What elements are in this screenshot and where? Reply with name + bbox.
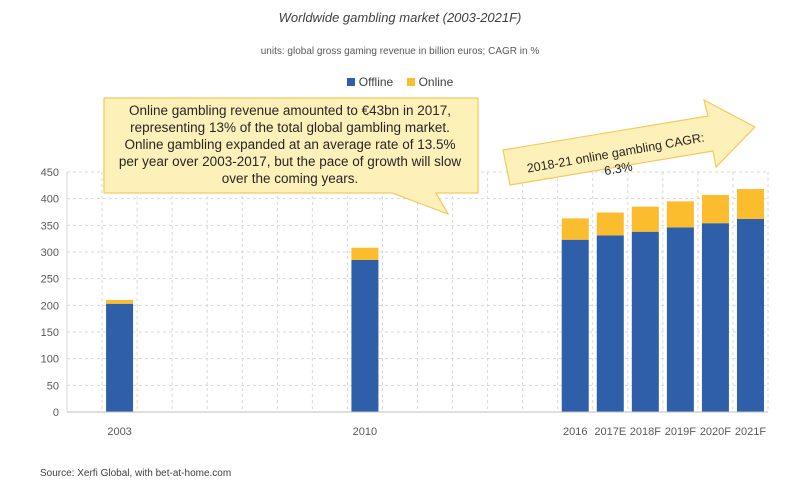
chart-subtitle: units: global gross gaming revenue in bi…	[260, 46, 540, 57]
bar-offline-2020F	[701, 223, 729, 412]
callout-line: over the coming years.	[221, 171, 359, 186]
bar-online-2003	[106, 300, 134, 304]
y-tick-label: 450	[41, 167, 59, 179]
callout-shape	[103, 97, 479, 216]
legend: Offline Online	[0, 75, 800, 89]
bar-online-2010	[351, 247, 379, 260]
y-tick-label: 250	[41, 274, 59, 286]
callout-line: Online gambling expanded at an average r…	[124, 137, 456, 152]
y-tick-label: 400	[41, 194, 59, 206]
callout-line: Online gambling revenue amounted to €43b…	[129, 103, 451, 118]
bar-online-2021F	[736, 189, 764, 219]
bar-online-2018F	[631, 206, 659, 232]
axes: 0 50 100 150 200 250 300 350 400 450 2003 2010 2016 2…	[41, 167, 768, 438]
callout-line: per year over 2003-2017, but the pace of…	[118, 154, 462, 169]
source-note: Source: Xerfi Global, with bet-at-home.c…	[40, 468, 232, 479]
x-tick-label: 2018F	[630, 426, 661, 438]
cagr-arrow-shape	[502, 98, 756, 186]
chart-title: Worldwide gambling market (2003-2021F)	[278, 10, 522, 25]
bar-offline-2019F	[666, 227, 694, 412]
x-tick-label: 2019F	[665, 426, 696, 438]
y-tick-label: 100	[41, 354, 59, 366]
x-tick-label: 2020F	[700, 426, 731, 438]
legend-swatch-online	[406, 78, 415, 86]
y-tick-label: 300	[41, 247, 59, 259]
bar-offline-2016	[561, 239, 589, 412]
y-tick-label: 0	[53, 407, 59, 419]
bar-offline-2017E	[596, 235, 624, 412]
bar-online-2019F	[666, 201, 694, 228]
legend-label-online: Online	[418, 75, 454, 89]
bar-offline-2003	[106, 303, 134, 412]
bar-offline-2018F	[631, 231, 659, 412]
bar-online-2020F	[701, 194, 729, 224]
x-tick-label: 2021F	[735, 426, 766, 438]
legend-label-offline: Offline	[358, 75, 394, 89]
legend-swatch-offline	[346, 78, 355, 86]
bar-online-2016	[561, 218, 589, 240]
y-tick-label: 50	[47, 380, 59, 392]
legend-item-offline: Offline	[346, 75, 394, 89]
callout-line: representing 13% of the total global gam…	[130, 120, 450, 135]
x-tick-label: 2016	[563, 426, 587, 438]
bars	[106, 189, 764, 412]
y-tick-label: 200	[41, 300, 59, 312]
x-tick-label: 2003	[107, 426, 131, 438]
x-tick-label: 2017E	[594, 426, 626, 438]
bar-online-2017E	[596, 212, 624, 236]
bar-offline-2010	[351, 260, 379, 412]
y-tick-label: 150	[41, 327, 59, 339]
callout-text: Online gambling revenue amounted to €43b…	[108, 102, 472, 187]
bar-offline-2021F	[736, 218, 764, 412]
y-tick-label: 350	[41, 220, 59, 232]
x-tick-label: 2010	[353, 426, 377, 438]
gridlines	[66, 171, 769, 412]
legend-item-online: Online	[406, 75, 454, 89]
